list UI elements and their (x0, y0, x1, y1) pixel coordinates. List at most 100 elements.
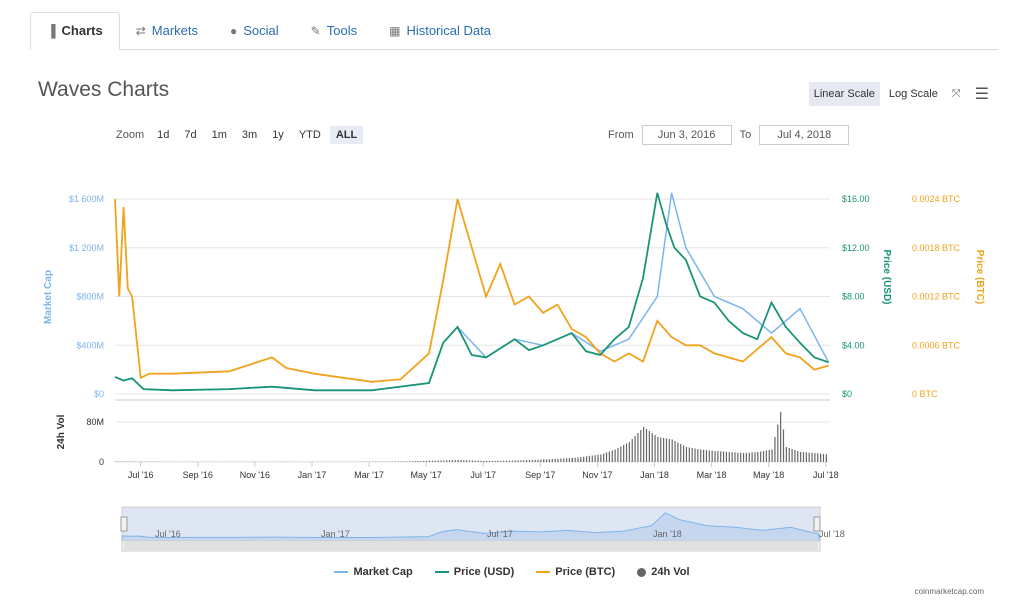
scrollbar-thumb[interactable] (124, 542, 818, 550)
x-tick-label: May '17 (411, 470, 442, 480)
tab-tools[interactable]: ✎ Tools (295, 12, 373, 50)
volume-bar (665, 438, 668, 462)
volume-bar (480, 460, 482, 462)
y-left-tick: $400M (76, 340, 104, 350)
navigator-handle[interactable] (813, 516, 821, 532)
y-vol-tick: 0 (99, 457, 104, 467)
zoom-7d[interactable]: 7d (184, 129, 197, 141)
volume-bar (731, 452, 733, 462)
from-date-input[interactable]: Jun 3, 2016 (641, 125, 732, 145)
volume-bar (548, 459, 551, 462)
volume-bar (486, 461, 488, 462)
volume-bar (497, 460, 499, 462)
navigator-label: Jul '18 (819, 529, 845, 539)
y-left-tick: $1 200M (69, 243, 104, 253)
y-left-tick: $1 600M (69, 194, 104, 204)
legend-dot-icon (637, 567, 647, 577)
volume-bar (780, 412, 782, 462)
legend-price-usd[interactable]: Price (USD) (434, 566, 514, 578)
volume-bar (805, 452, 807, 462)
volume-bar (597, 454, 599, 462)
zoom-controls: Zoom 1d 7d 1m 3m 1y YTD ALL (116, 126, 364, 144)
volume-bar (691, 448, 693, 462)
tab-charts[interactable]: ▐ Charts (30, 12, 120, 50)
legend-line-icon (536, 571, 551, 573)
zoom-1m[interactable]: 1m (211, 129, 227, 141)
date-range: From Jun 3, 2016 To Jul 4, 2018 (608, 125, 850, 145)
volume-bar (648, 431, 650, 462)
volume-bar (634, 436, 636, 462)
volume-bar (451, 460, 454, 462)
volume-bar (680, 444, 682, 462)
volume-bar (603, 453, 605, 462)
volume-bar (708, 450, 710, 462)
volume-bar (757, 452, 759, 462)
zoom-all[interactable]: ALL (329, 126, 364, 144)
volume-bar (426, 460, 428, 462)
volume-bar (654, 435, 656, 462)
volume-bar (608, 451, 610, 462)
volume-bar (600, 454, 602, 462)
tab-social[interactable]: ● Social (214, 12, 295, 50)
x-tick-label: May '18 (753, 470, 784, 480)
x-tick-label: Nov '16 (240, 470, 270, 480)
menu-icon[interactable]: ☰ (974, 86, 989, 103)
volume-bar (734, 452, 736, 462)
x-tick-label: Jul '18 (813, 470, 839, 480)
zoom-1d[interactable]: 1d (157, 129, 170, 141)
volume-bar (791, 449, 793, 462)
volume-bar (437, 460, 439, 462)
zoom-1y[interactable]: 1y (272, 129, 284, 141)
x-tick-label: Sep '16 (183, 470, 213, 480)
log-scale-button[interactable]: Log Scale (888, 88, 938, 100)
globe-icon: ● (230, 24, 238, 38)
volume-bar (460, 460, 462, 462)
legend-24h-vol[interactable]: 24h Vol (637, 566, 690, 578)
volume-bar (414, 461, 416, 462)
wrench-icon: ✎ (310, 24, 321, 38)
volume-bar (491, 460, 493, 462)
volume-bar (583, 456, 585, 462)
volume-bar (514, 460, 516, 462)
tab-historical-data[interactable]: ▦ Historical Data (373, 12, 507, 50)
volume-bar (585, 456, 588, 462)
page-title: Waves Charts (38, 78, 170, 101)
volume-bar (528, 460, 531, 462)
y-vol-title: 24h Vol (56, 414, 67, 449)
y-left-tick: $0 (94, 389, 104, 399)
navigator-handle[interactable] (120, 516, 128, 532)
volume-bar (614, 449, 616, 462)
volume-bar (745, 452, 747, 462)
volume-bar (623, 445, 625, 462)
volume-bar (817, 453, 819, 462)
tab-markets[interactable]: ⇄ Markets (120, 12, 214, 50)
x-tick-label: Mar '17 (354, 470, 384, 480)
volume-bar (448, 460, 451, 462)
y-btc-tick: 0.0018 BTC (912, 243, 961, 253)
volume-bar (408, 461, 411, 462)
volume-bar (468, 460, 471, 462)
zoom-ytd[interactable]: YTD (298, 129, 321, 141)
volume-bar (711, 450, 713, 462)
volume-bar (688, 447, 690, 462)
volume-bar (697, 449, 699, 462)
volume-bar (762, 451, 765, 462)
volume-bar (577, 457, 579, 462)
volume-bar (694, 448, 696, 462)
volume-bar (454, 460, 456, 462)
linear-scale-button[interactable]: Linear Scale (808, 82, 880, 106)
zoom-3m[interactable]: 3m (241, 129, 258, 141)
volume-bar (728, 452, 730, 462)
y-usd-tick: $4.00 (842, 340, 865, 350)
to-date-input[interactable]: Jul 4, 2018 (759, 125, 850, 145)
volume-bar (625, 443, 628, 462)
navigator-label: Jul '17 (487, 529, 513, 539)
volume-bar (722, 451, 725, 462)
volume-bar (434, 460, 436, 462)
fullscreen-icon[interactable]: ⤧ (951, 87, 961, 100)
legend-market-cap[interactable]: Market Cap (334, 566, 413, 578)
legend-price-btc[interactable]: Price (BTC) (536, 566, 615, 578)
volume-bar (668, 439, 670, 462)
volume-bar (591, 455, 593, 462)
volume-bar (611, 450, 613, 462)
